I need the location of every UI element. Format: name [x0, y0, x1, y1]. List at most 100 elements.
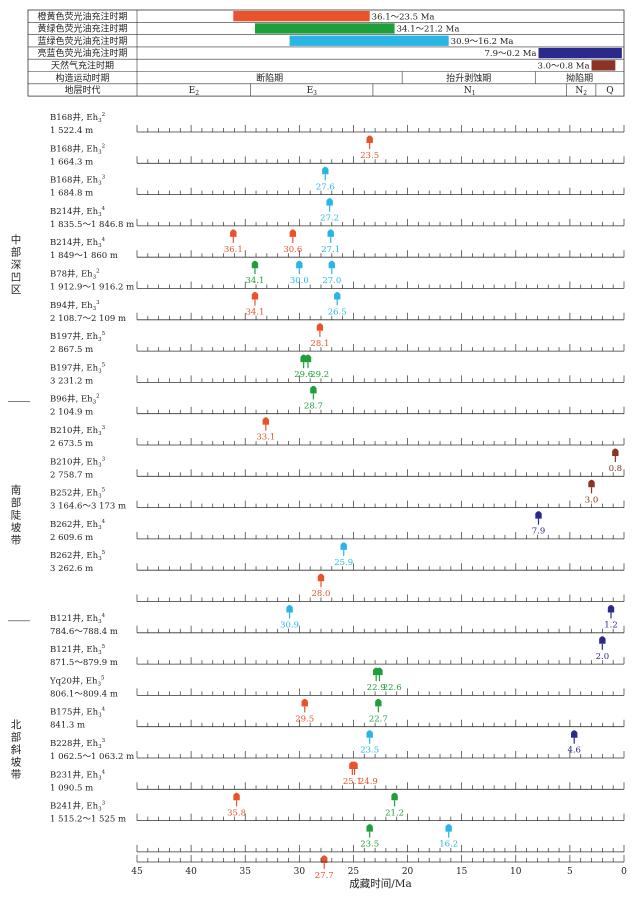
- x-tick-label: 15: [456, 867, 468, 877]
- well-name-label: B210井, Eh33: [50, 456, 106, 468]
- x-tick-label: 35: [239, 867, 251, 877]
- marker-head: [612, 448, 619, 456]
- marker-head: [366, 135, 373, 143]
- strata-unit-label: E3: [307, 86, 318, 97]
- data-marker: 30.0: [290, 260, 309, 286]
- marker-head: [316, 323, 324, 331]
- phase-range-label: 36.1～23.5 Ma: [372, 12, 435, 22]
- well-depth-label: 806.1～809.4 m: [50, 689, 118, 699]
- marker-value-label: 27.1: [321, 245, 340, 255]
- group-label-char: 凹: [11, 271, 22, 283]
- data-marker: 29.5: [295, 698, 314, 724]
- well-row: B228井, Eh33 1 062.5～1 063.2 m 25.124.9: [50, 738, 625, 787]
- marker-head: [588, 479, 595, 488]
- marker-value-label: 2.0: [596, 652, 610, 662]
- data-marker: 28.7: [304, 385, 323, 411]
- strata-row-label: 地层时代: [64, 84, 100, 96]
- x-tick-label: 5: [567, 867, 573, 877]
- marker-head: [599, 636, 606, 644]
- strata-unit-label: N2: [575, 86, 587, 97]
- well-row: B214井, Eh34 1 835.5～1 846.8 m 36.1 30.6 27.1: [50, 206, 625, 255]
- marker-value-label: 30.9: [280, 621, 299, 631]
- tectonic-period-label: 拗陷期: [566, 72, 593, 84]
- data-marker: 27.6: [316, 166, 335, 192]
- marker-head: [317, 573, 325, 582]
- phase-label: 橙黄色荧光油充注时期: [37, 10, 127, 22]
- strata-unit-label: Q: [606, 86, 613, 96]
- marker-head: [328, 260, 335, 269]
- well-row: B197井, Eh35 2 867.5 m 29.629.2: [50, 331, 625, 380]
- marker-value-label: 25.1: [343, 777, 362, 787]
- marker-value-label: 24.9: [359, 777, 378, 787]
- data-marker: 22.6: [376, 667, 402, 693]
- marker-head: [289, 229, 297, 237]
- marker-head: [251, 260, 259, 269]
- data-marker: 21.2: [385, 792, 404, 818]
- x-axis-title: 成藏时间/Ma: [349, 877, 412, 890]
- well-row: B241井, Eh33 1 515.2～1 525 m 23.5 16.2: [50, 801, 625, 850]
- marker-value-label: 22.6: [383, 683, 402, 693]
- well-row: B252井, Eh35 3 164.6～3 173 m 7.9: [50, 488, 625, 537]
- well-name-label: B121井, Eh35: [50, 644, 106, 656]
- well-depth-label: 2 108.7～2 109 m: [50, 314, 126, 324]
- well-name-label: B96井, Eh32: [50, 394, 100, 406]
- marker-head: [366, 824, 373, 832]
- group-label-char: 部: [11, 731, 22, 744]
- marker-value-label: 30.6: [283, 245, 302, 255]
- marker-head: [334, 292, 341, 300]
- phase-label: 天然气充注时期: [51, 60, 114, 72]
- well-name-label: B241井, Eh33: [50, 801, 106, 813]
- well-depth-label: 1 684.8 m: [50, 189, 93, 199]
- marker-value-label: 23.5: [360, 840, 379, 850]
- marker-value-label: 27.0: [322, 276, 341, 286]
- well-depth-label: 1 664.3 m: [50, 157, 93, 167]
- phase-label: 蓝绿色荧光油充注时期: [37, 35, 127, 47]
- well-row: B168井, Eh32 1 664.3 m 27.6: [50, 143, 625, 192]
- well-name-label: B210井, Eh33: [50, 425, 106, 437]
- x-tick-label: 45: [131, 867, 143, 877]
- marker-value-label: 27.7: [315, 871, 334, 881]
- marker-value-label: 28.7: [304, 401, 323, 411]
- well-depth-label: 2 104.9 m: [50, 408, 93, 418]
- marker-head: [304, 354, 312, 363]
- phase-range-label: 3.0～0.8 Ma: [538, 62, 590, 72]
- marker-value-label: 22.7: [369, 714, 388, 724]
- phase-row: 橙黄色荧光油充注时期 36.1～23.5 Ma: [37, 10, 434, 22]
- group-label-char: 中: [11, 233, 22, 246]
- well-row: B210井, Eh33 2 673.5 m 0.8: [50, 425, 625, 474]
- well-name-label: B197井, Eh35: [50, 362, 106, 374]
- well-name-label: B228井, Eh33: [50, 738, 106, 750]
- marker-head: [366, 730, 373, 738]
- well-row: B94井, Eh33 2 108.7～2 109 m 28.1: [50, 300, 625, 349]
- phase-bar: [254, 23, 395, 34]
- marker-value-label: 16.2: [439, 840, 458, 850]
- well-depth-label: 1 522.4 m: [50, 126, 93, 136]
- data-marker: 27.2: [320, 198, 339, 224]
- well-name-label: B214井, Eh34: [50, 237, 106, 249]
- well-name-label: B168井, Eh33: [50, 175, 106, 187]
- x-tick-label: 25: [348, 867, 360, 877]
- marker-head: [326, 198, 333, 206]
- marker-value-label: 28.1: [310, 339, 329, 349]
- marker-value-label: 23.5: [360, 746, 379, 756]
- data-marker: 35.8: [227, 792, 246, 818]
- marker-head: [301, 698, 308, 707]
- x-tick-label: 30: [294, 867, 306, 877]
- marker-value-label: 34.1: [245, 276, 264, 286]
- marker-head: [535, 511, 542, 519]
- marker-value-label: 25.9: [334, 558, 353, 568]
- well-row: B262井, Eh34 2 609.6 m 25.9: [50, 519, 625, 568]
- strata-unit-label: N1: [464, 86, 476, 97]
- marker-value-label: 7.9: [532, 527, 546, 537]
- x-tick-label: 40: [185, 867, 197, 877]
- group-label-char: 坡: [11, 521, 22, 534]
- group-label-char: 陡: [11, 509, 22, 521]
- marker-value-label: 28.0: [312, 589, 331, 599]
- group-label-char: 区: [11, 284, 22, 296]
- well-name-label: B252井, Eh35: [50, 488, 106, 500]
- data-marker: 26.5: [328, 292, 347, 318]
- marker-head: [251, 292, 259, 300]
- well-depth-label: 3 262.6 m: [50, 564, 93, 574]
- well-row: B78井, Eh32 1 912.9～1 916.2 m 34.1 26.5: [50, 269, 625, 318]
